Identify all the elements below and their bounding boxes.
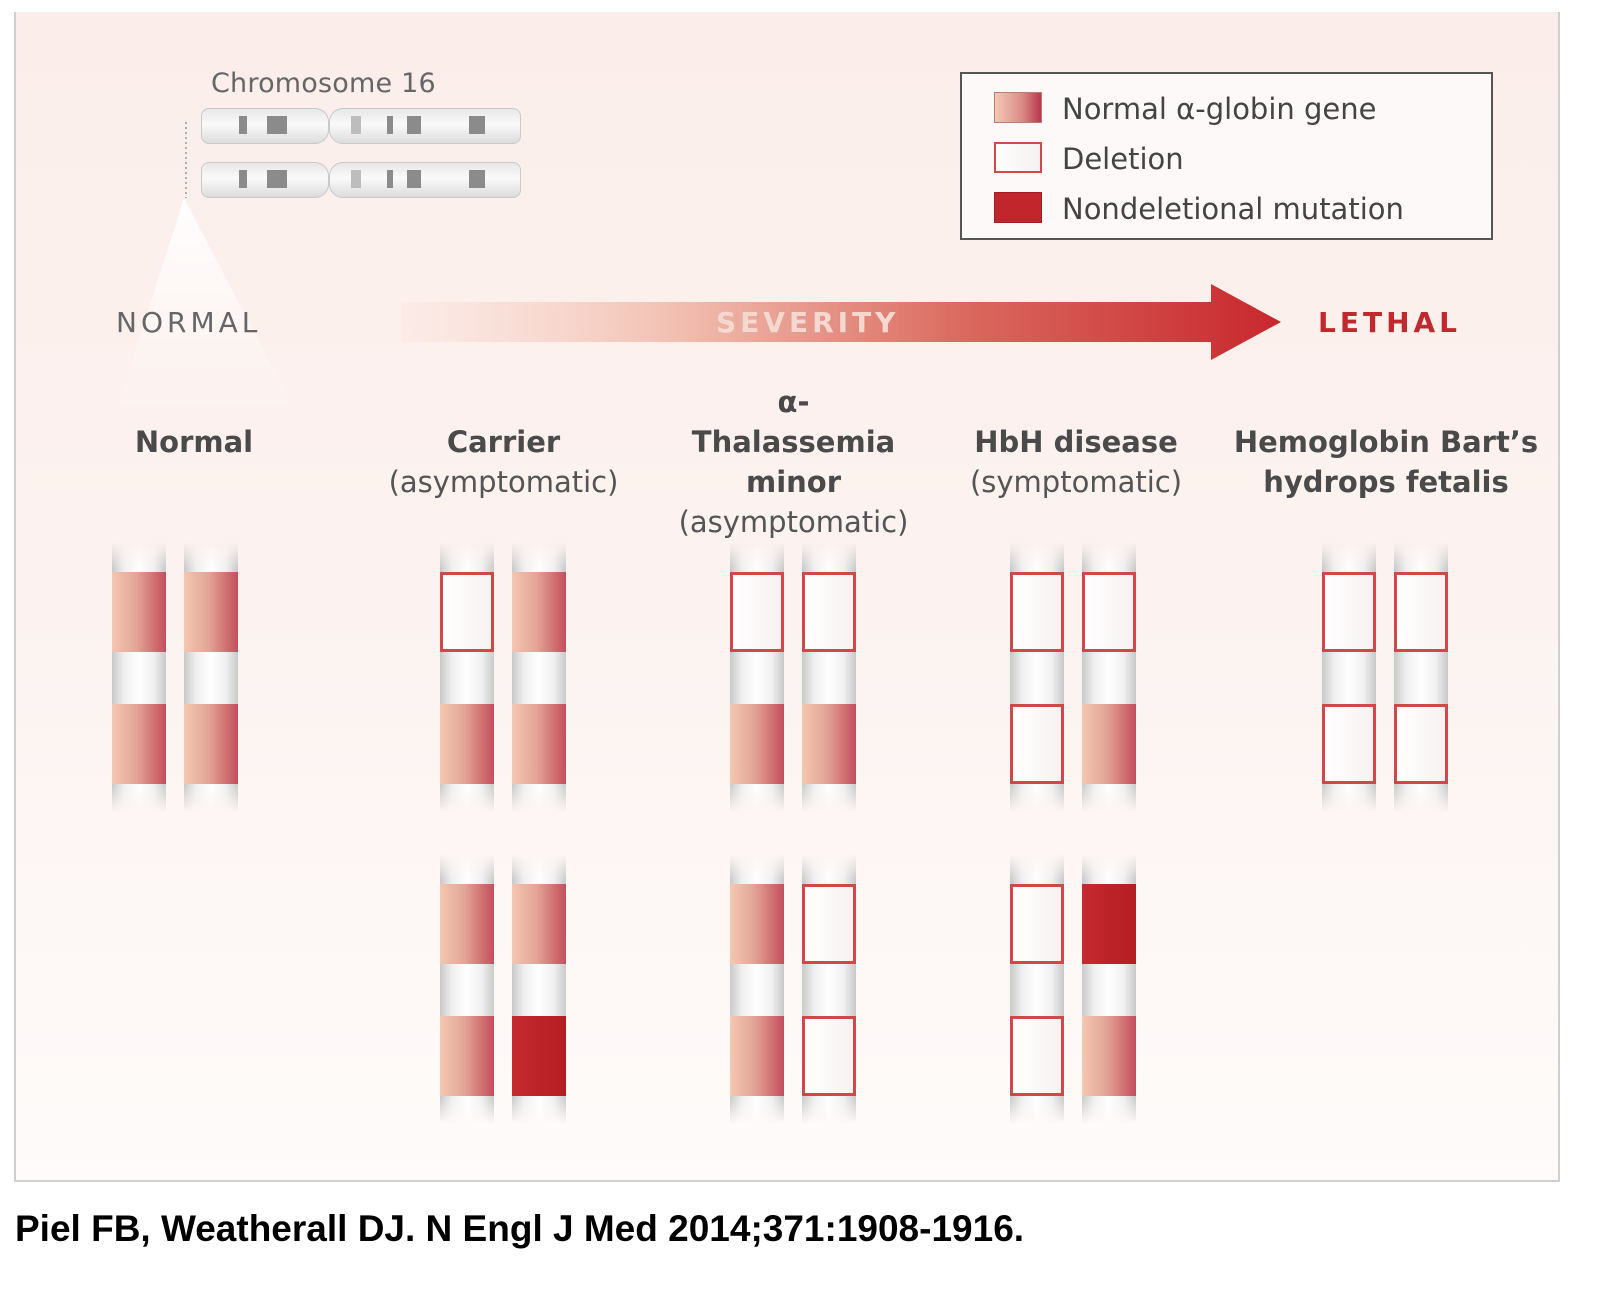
column-heading-thal-minor: α-Thalassemia minor (asymptomatic) bbox=[656, 382, 931, 542]
column-title: HbH disease bbox=[974, 425, 1178, 459]
gene-normal bbox=[184, 704, 238, 784]
chromatid-1 bbox=[201, 108, 521, 144]
gene-deletion bbox=[1394, 704, 1448, 784]
severity-end-label: LETHAL bbox=[1318, 306, 1462, 339]
zoom-cone bbox=[116, 122, 296, 412]
gene-deletion bbox=[1322, 572, 1376, 652]
legend-label: Nondeletional mutation bbox=[1062, 192, 1404, 226]
gene-normal bbox=[440, 704, 494, 784]
severity-arrow bbox=[401, 284, 1281, 360]
gene-deletion bbox=[802, 572, 856, 652]
column-heading-normal: Normal bbox=[94, 422, 294, 462]
gene-normal bbox=[730, 884, 784, 964]
gene-normal bbox=[112, 572, 166, 652]
deletion-swatch bbox=[994, 142, 1042, 173]
column-title: Carrier bbox=[446, 425, 561, 459]
gene-deletion bbox=[1082, 572, 1136, 652]
figure-panel: Chromosome 16 Normal α-globin gene Delet… bbox=[14, 12, 1560, 1182]
legend: Normal α-globin gene Deletion Nondeletio… bbox=[960, 72, 1493, 240]
gene-normal bbox=[730, 704, 784, 784]
gene-deletion bbox=[1010, 884, 1064, 964]
gene-normal bbox=[512, 572, 566, 652]
column-subtitle: (symptomatic) bbox=[969, 465, 1183, 499]
gene-normal bbox=[112, 704, 166, 784]
gene-deletion bbox=[1394, 572, 1448, 652]
gene-deletion bbox=[1010, 572, 1064, 652]
genotype-group bbox=[1322, 542, 1454, 812]
gene-deletion bbox=[1322, 704, 1376, 784]
genotype-group bbox=[1010, 854, 1142, 1124]
genotype-group bbox=[1010, 542, 1142, 812]
column-heading-hbh: HbH disease (symptomatic) bbox=[951, 422, 1201, 502]
gene-deletion bbox=[1010, 704, 1064, 784]
chromosome-title: Chromosome 16 bbox=[211, 68, 436, 99]
legend-label: Deletion bbox=[1062, 142, 1184, 176]
column-heading-bart: Hemoglobin Bart’s hydrops fetalis bbox=[1221, 422, 1551, 502]
legend-label: Normal α-globin gene bbox=[1062, 92, 1377, 126]
gene-deletion bbox=[440, 572, 494, 652]
normal-gene-swatch bbox=[994, 92, 1042, 123]
column-title: α-Thalassemia minor bbox=[691, 385, 896, 499]
gene-deletion bbox=[1010, 1016, 1064, 1096]
genotype-group bbox=[440, 854, 572, 1124]
column-heading-carrier: Normal Carrier (asymptomatic) bbox=[371, 422, 636, 502]
genotype-group bbox=[112, 542, 244, 812]
chromatid-2 bbox=[201, 162, 521, 198]
column-title: Hemoglobin Bart’s hydrops fetalis bbox=[1233, 425, 1539, 499]
column-title: Normal bbox=[134, 425, 254, 459]
gene-normal bbox=[730, 1016, 784, 1096]
genotype-group bbox=[730, 542, 862, 812]
gene-normal bbox=[1082, 1016, 1136, 1096]
gene-normal bbox=[512, 704, 566, 784]
gene-mutation bbox=[512, 1016, 566, 1096]
genotype-group bbox=[730, 854, 862, 1124]
gene-normal bbox=[802, 704, 856, 784]
column-subtitle: (asymptomatic) bbox=[678, 505, 909, 539]
gene-deletion bbox=[802, 884, 856, 964]
gene-normal bbox=[440, 1016, 494, 1096]
gene-normal bbox=[512, 884, 566, 964]
mutation-swatch bbox=[994, 192, 1042, 223]
genotype-group bbox=[440, 542, 572, 812]
severity-arrow-label: SEVERITY bbox=[716, 306, 900, 339]
gene-deletion bbox=[802, 1016, 856, 1096]
column-subtitle: (asymptomatic) bbox=[388, 465, 619, 499]
gene-mutation bbox=[1082, 884, 1136, 964]
gene-normal bbox=[184, 572, 238, 652]
gene-normal bbox=[440, 884, 494, 964]
citation: Piel FB, Weatherall DJ. N Engl J Med 201… bbox=[15, 1208, 1025, 1249]
gene-normal bbox=[1082, 704, 1136, 784]
gene-deletion bbox=[730, 572, 784, 652]
severity-start-label: NORMAL bbox=[116, 306, 262, 339]
